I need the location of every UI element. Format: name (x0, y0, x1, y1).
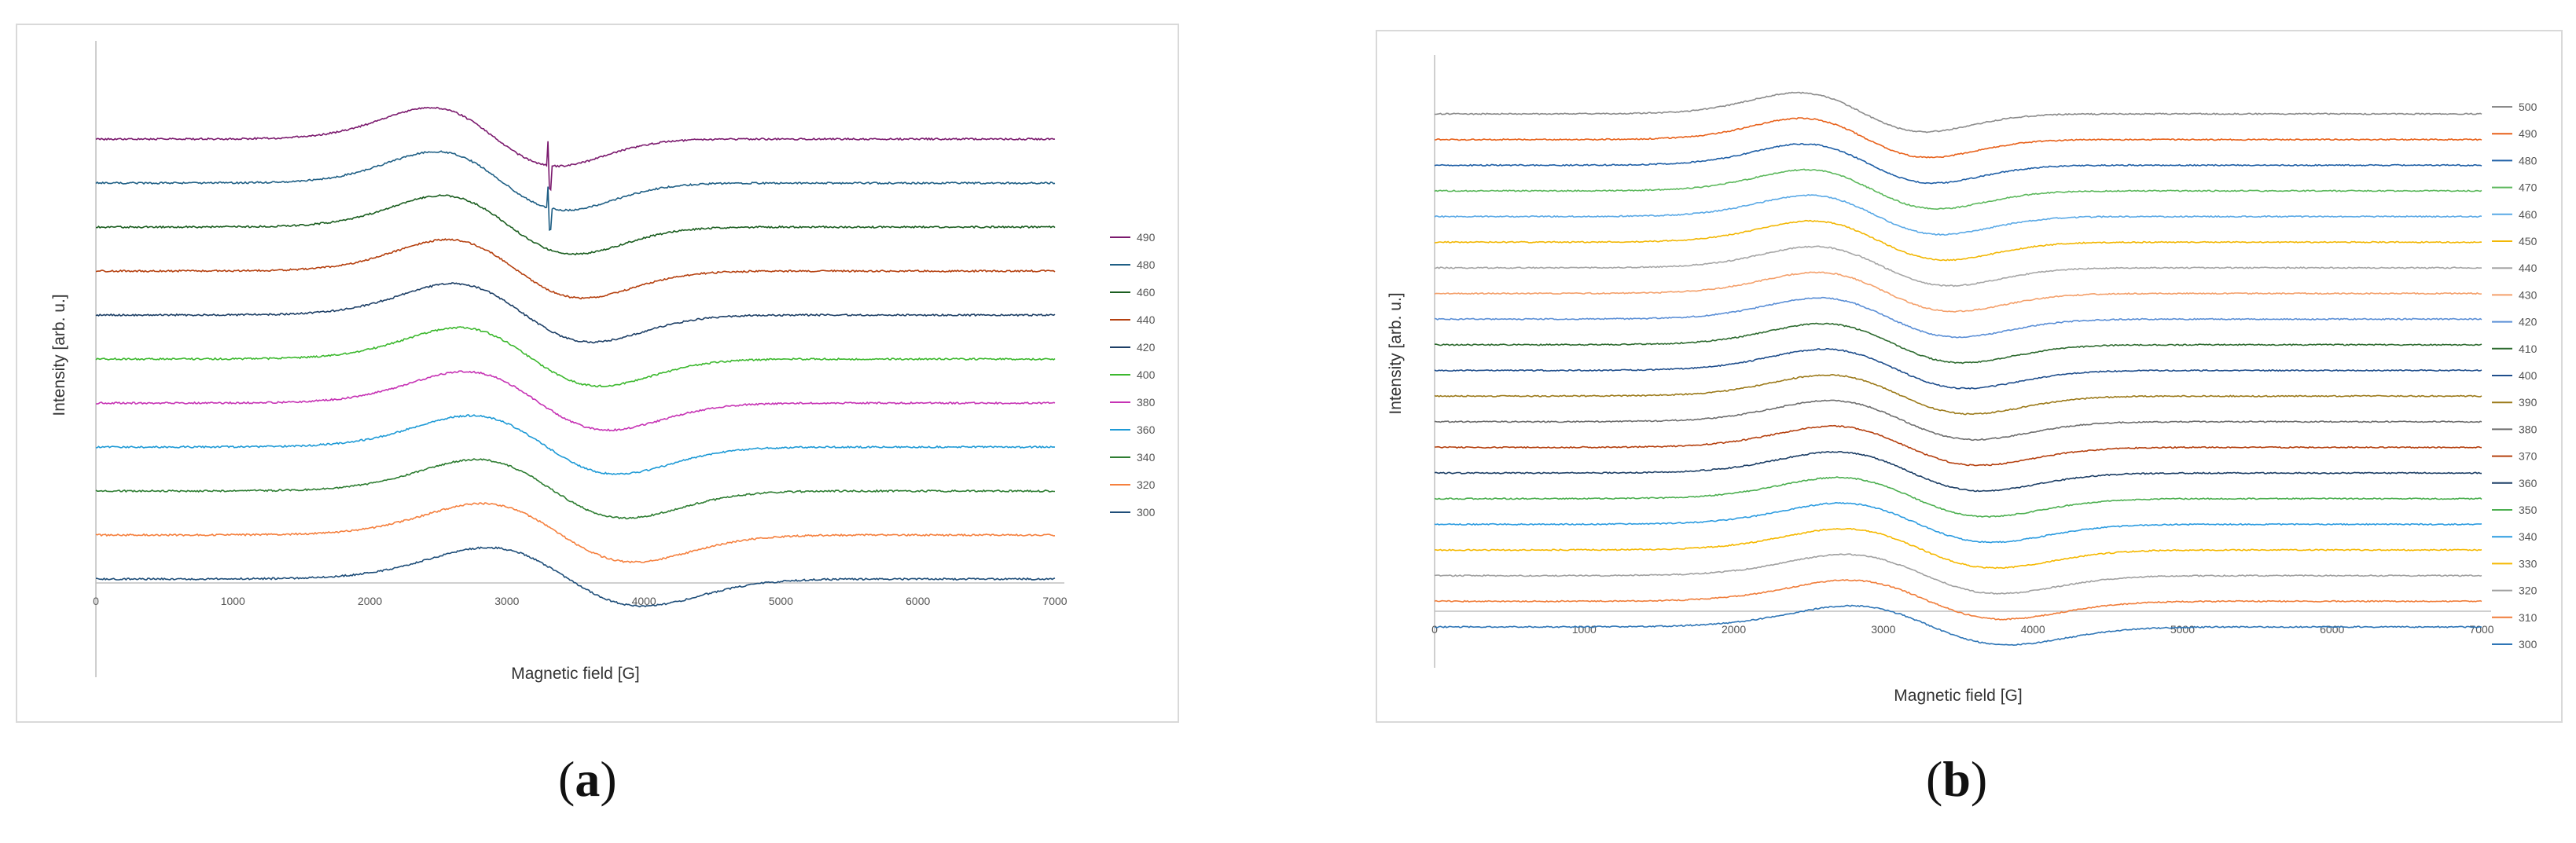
chart-panel-a: 0 1000 2000 3000 4000 5000 6000 7000 Magnetic fi… (16, 24, 1179, 723)
legend-entry-470: 470 (2519, 181, 2537, 194)
series-line-480 (1434, 143, 2482, 185)
x-tick-label: 4000 (2021, 623, 2045, 636)
series-line-480 (95, 150, 1056, 231)
x-tick-label: 6000 (2320, 623, 2344, 636)
series-line-350 (1434, 476, 2482, 519)
x-tick-label: 0 (93, 595, 99, 607)
series-line-390 (1434, 373, 2482, 416)
series-line-450 (1434, 219, 2482, 262)
legend-entry-390: 390 (2519, 396, 2537, 409)
legend-entry-420: 420 (2519, 316, 2537, 328)
series-line-360 (1434, 450, 2482, 493)
x-tick-label: 6000 (906, 595, 930, 607)
x-tick-label: 0 (1431, 623, 1438, 636)
series-line-320 (1434, 553, 2482, 595)
legend-entry-480: 480 (1137, 258, 1156, 271)
legend-entry-450: 450 (2519, 235, 2537, 247)
series-line-370 (1435, 424, 2482, 467)
y-axis-label: Intensity [arb. u.] (1387, 292, 1405, 414)
x-tick-label: 2000 (1722, 623, 1746, 636)
y-axis-label: Intensity [arb. u.] (50, 294, 68, 416)
series-line-420 (95, 282, 1056, 344)
series-line-410 (1434, 322, 2482, 365)
x-axis-label: Magnetic field [G] (511, 665, 639, 683)
legend-entry-500: 500 (2519, 101, 2537, 113)
series-line-360 (95, 414, 1056, 475)
series-line-430 (1434, 271, 2482, 313)
legend-entry-360: 360 (1137, 423, 1156, 436)
caption-b: (b) (1926, 751, 1988, 807)
x-tick-label: 5000 (2170, 623, 2195, 636)
legend-entry-400: 400 (2519, 369, 2537, 382)
series-line-420 (1434, 296, 2482, 339)
series-line-300 (1434, 604, 2482, 647)
series-line-490 (1434, 117, 2482, 159)
legend-entry-440: 440 (2519, 262, 2537, 274)
legend-entry-490: 490 (2519, 127, 2537, 140)
legend-entry-460: 460 (2519, 208, 2537, 221)
series-line-320 (95, 502, 1056, 564)
series-line-300 (95, 546, 1056, 608)
series-line-500 (1434, 91, 2482, 134)
series-line-440 (95, 238, 1056, 300)
x-tick-label: 5000 (769, 595, 793, 607)
legend-entry-320: 320 (1137, 478, 1156, 491)
x-tick-label: 2000 (358, 595, 382, 607)
series-line-440 (1434, 245, 2482, 288)
series-line-380 (1434, 399, 2482, 442)
x-axis-label: Magnetic field [G] (1894, 687, 2022, 705)
legend-entry-380: 380 (2519, 423, 2537, 435)
series-line-340 (95, 458, 1055, 520)
legend-entry-300: 300 (2519, 638, 2537, 651)
caption-a: (a) (558, 751, 617, 807)
x-tick-label: 4000 (632, 595, 656, 607)
legend-entry-410: 410 (2519, 343, 2537, 355)
series-line-400 (1434, 348, 2482, 390)
series-line-460 (1434, 194, 2482, 236)
legend-entry-460: 460 (1137, 286, 1156, 299)
chart-panel-b: 0 1000 2000 3000 4000 5000 6000 7000 Magnetic fi… (1376, 30, 2563, 723)
legend-entry-300: 300 (1137, 506, 1156, 519)
series-line-310 (1434, 579, 2482, 621)
legend-entry-310: 310 (2519, 611, 2537, 624)
legend-entry-330: 330 (2519, 557, 2537, 570)
x-tick-label: 7000 (1042, 595, 1067, 607)
series-line-490 (95, 106, 1056, 192)
legend-entry-320: 320 (2519, 585, 2537, 597)
legend-entry-340: 340 (1137, 451, 1156, 464)
series-line-460 (95, 194, 1056, 256)
legend-entry-420: 420 (1137, 341, 1156, 354)
x-tick-label: 1000 (1572, 623, 1597, 636)
legend-entry-400: 400 (1137, 368, 1156, 381)
legend-entry-340: 340 (2519, 530, 2537, 543)
legend-entry-490: 490 (1137, 231, 1156, 244)
legend-entry-370: 370 (2519, 450, 2537, 463)
x-tick-label: 7000 (2469, 623, 2493, 636)
series-line-470 (1434, 168, 2482, 211)
legend-entry-380: 380 (1137, 396, 1156, 409)
caption-a-letter: a (575, 751, 601, 807)
caption-b-letter: b (1942, 751, 1971, 807)
legend-entry-440: 440 (1137, 313, 1156, 326)
x-tick-label: 1000 (221, 595, 245, 607)
chart-b-svg: 0 1000 2000 3000 4000 5000 6000 7000 Magnetic fi… (1387, 55, 2537, 705)
legend-entry-430: 430 (2519, 288, 2537, 301)
x-tick-label: 3000 (1871, 623, 1895, 636)
series-line-330 (1434, 527, 2482, 570)
legend-entry-350: 350 (2519, 504, 2537, 516)
legend-entry-360: 360 (2519, 477, 2537, 489)
series-line-400 (95, 326, 1056, 388)
x-tick-label: 3000 (494, 595, 519, 607)
series-line-380 (95, 370, 1056, 432)
series-line-340 (1434, 501, 2482, 544)
legend-entry-480: 480 (2519, 154, 2537, 167)
chart-a-svg: 0 1000 2000 3000 4000 5000 6000 7000 Magnetic fi… (50, 41, 1156, 683)
